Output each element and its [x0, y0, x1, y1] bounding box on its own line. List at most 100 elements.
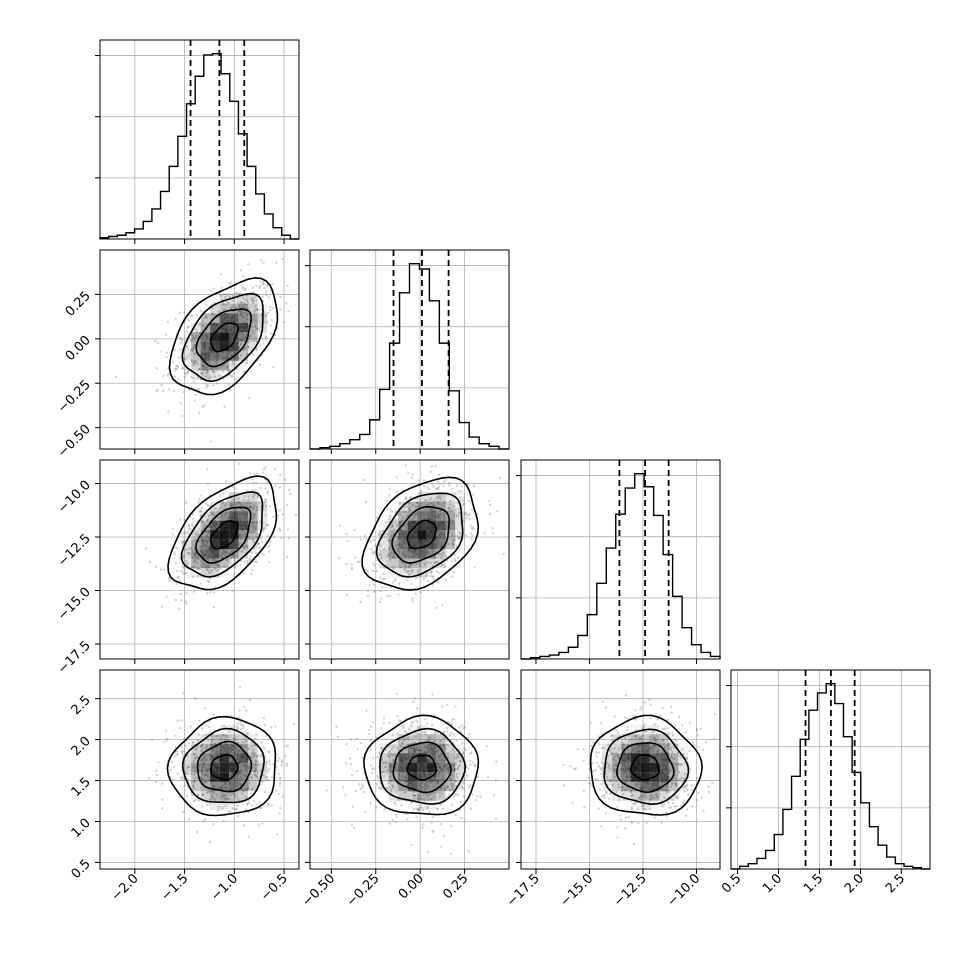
- sample-point: [338, 524, 342, 527]
- sample-point: [682, 778, 686, 781]
- sample-point: [242, 763, 246, 767]
- sample-point: [385, 771, 388, 775]
- sample-point: [253, 310, 256, 313]
- sample-point: [240, 313, 243, 316]
- sample-point: [438, 791, 442, 794]
- sample-point: [242, 333, 245, 336]
- density-cell: [455, 492, 465, 502]
- sample-point: [253, 770, 257, 773]
- sample-point: [197, 558, 200, 561]
- sample-point: [185, 548, 188, 551]
- sample-point: [210, 569, 213, 572]
- sample-point: [483, 532, 486, 535]
- sample-point: [254, 760, 258, 763]
- sample-point: [262, 467, 266, 471]
- sample-point: [597, 751, 600, 755]
- sample-point: [433, 561, 436, 565]
- sample-point: [160, 782, 164, 785]
- sample-point: [641, 739, 644, 742]
- sample-point: [629, 790, 632, 794]
- sample-point: [245, 313, 248, 316]
- sample-point: [571, 801, 574, 804]
- density-cell: [668, 781, 679, 792]
- sample-point: [465, 516, 468, 520]
- density-cell: [398, 791, 408, 801]
- sample-point: [638, 737, 642, 741]
- sample-point: [598, 743, 601, 746]
- sample-point: [649, 746, 653, 750]
- sample-point: [386, 787, 389, 790]
- sample-point: [453, 534, 457, 538]
- sample-point: [413, 750, 416, 754]
- sample-point: [641, 804, 644, 807]
- sample-point: [408, 751, 411, 754]
- sample-point: [204, 774, 207, 777]
- sample-point: [195, 330, 199, 334]
- sample-point: [691, 788, 694, 791]
- sample-point: [426, 850, 429, 853]
- sample-point: [630, 789, 633, 792]
- sample-point: [242, 789, 245, 793]
- density-cell: [238, 294, 249, 304]
- sample-point: [652, 796, 655, 800]
- sample-point: [405, 781, 409, 784]
- sample-point: [252, 753, 256, 756]
- sample-point: [628, 775, 632, 779]
- sample-point: [276, 759, 279, 763]
- density-cell: [229, 558, 239, 569]
- density-cell: [238, 762, 249, 773]
- sample-point: [211, 312, 214, 316]
- sample-point: [233, 351, 236, 355]
- sample-point: [651, 731, 654, 734]
- sample-point: [407, 736, 410, 739]
- sample-point: [674, 724, 677, 727]
- sample-point: [677, 771, 681, 774]
- sample-point: [429, 470, 433, 474]
- density-cell: [417, 511, 427, 521]
- sample-point: [267, 778, 270, 782]
- density-cell: [181, 762, 192, 773]
- sample-point: [345, 742, 348, 746]
- sample-point: [205, 383, 208, 387]
- sample-point: [240, 723, 243, 727]
- sample-point: [194, 798, 197, 802]
- sample-point: [682, 786, 685, 789]
- sample-point: [397, 719, 401, 722]
- sample-point: [392, 556, 395, 559]
- sample-point: [206, 788, 210, 791]
- sample-point: [453, 557, 456, 561]
- sample-point: [190, 339, 193, 342]
- sample-point: [255, 521, 258, 524]
- sample-point: [233, 738, 236, 741]
- sample-point: [469, 524, 472, 527]
- sample-point: [461, 724, 464, 727]
- sample-point: [256, 327, 260, 330]
- sample-point: [386, 752, 390, 755]
- sample-point: [612, 758, 615, 761]
- sample-point: [344, 794, 347, 797]
- sample-point: [431, 550, 434, 553]
- sample-point: [176, 365, 180, 368]
- x-tick-label: −0.50: [299, 871, 338, 910]
- sample-point: [229, 561, 232, 564]
- sample-point: [395, 791, 398, 794]
- sample-point: [404, 738, 407, 741]
- sample-point: [388, 487, 391, 490]
- sample-point: [464, 512, 468, 516]
- sample-point: [171, 527, 175, 530]
- sample-point: [205, 502, 208, 505]
- sample-point: [286, 528, 290, 531]
- sample-point: [644, 796, 648, 799]
- sample-point: [251, 507, 255, 510]
- sample-point: [668, 806, 671, 809]
- sample-point: [486, 775, 490, 778]
- y-tick-label: 1.0: [69, 816, 94, 841]
- sample-point: [219, 554, 223, 558]
- density-cell: [191, 351, 201, 361]
- sample-point: [262, 553, 265, 556]
- sample-point: [385, 520, 388, 524]
- sample-point: [251, 517, 254, 521]
- sample-point: [241, 792, 244, 795]
- sample-point: [221, 302, 225, 306]
- density-cell: [229, 341, 239, 352]
